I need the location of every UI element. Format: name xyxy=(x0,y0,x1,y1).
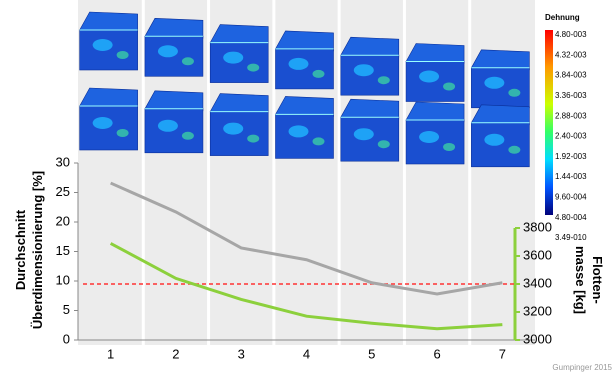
y2-tick-label: 3200 xyxy=(523,303,552,318)
legend-label: 2.40-003 xyxy=(555,132,587,141)
colorbar xyxy=(545,30,553,215)
house-spot xyxy=(378,76,390,84)
house-spot xyxy=(93,39,113,51)
house-body xyxy=(341,55,399,95)
house-roof xyxy=(145,18,203,38)
legend-label: 4.80-004 xyxy=(555,213,587,222)
y2-axis-title: Flotten-masse [kg] xyxy=(573,246,605,314)
legend-label: 2.88-003 xyxy=(555,111,587,120)
y-tick-label: 5 xyxy=(63,302,70,317)
y-tick-label: 0 xyxy=(63,331,70,346)
y2-tick-label: 3000 xyxy=(523,331,552,346)
x-tick-label: 7 xyxy=(499,346,506,361)
house-roof xyxy=(341,99,399,119)
house-spot xyxy=(508,146,520,154)
house-spot xyxy=(247,135,259,143)
house-body xyxy=(406,120,464,164)
house-body xyxy=(341,117,399,161)
house-spot xyxy=(378,140,390,148)
house-spot xyxy=(247,64,259,72)
house-spot xyxy=(182,132,194,140)
house-body xyxy=(406,62,464,102)
house-roof xyxy=(406,44,464,64)
house-spot xyxy=(443,143,455,151)
house-spot xyxy=(158,45,178,57)
legend-label: 3.36-003 xyxy=(555,91,587,100)
house-body xyxy=(471,68,529,108)
house-roof xyxy=(276,31,334,51)
y-tick-label: 30 xyxy=(56,154,70,169)
house-spot xyxy=(93,117,113,129)
house-spot xyxy=(419,71,439,83)
house-body xyxy=(210,112,268,156)
y-tick-label: 25 xyxy=(56,184,70,199)
house-body xyxy=(80,106,138,150)
x-tick-label: 5 xyxy=(368,346,375,361)
x-tick-label: 2 xyxy=(172,346,179,361)
y2-tick-label: 3600 xyxy=(523,247,552,262)
house-spot xyxy=(508,89,520,97)
house-roof xyxy=(80,12,138,32)
house-spot xyxy=(158,120,178,132)
house-spot xyxy=(223,52,243,64)
house-body xyxy=(276,114,334,158)
legend-label: 1.92-003 xyxy=(555,152,587,161)
house-spot xyxy=(289,58,309,70)
house-spot xyxy=(117,129,129,137)
credit: Gumpinger 2015 xyxy=(552,363,612,372)
house-spot xyxy=(313,137,325,145)
house-roof xyxy=(341,37,399,57)
legend-label: 3.49-010 xyxy=(555,233,587,242)
house-spot xyxy=(484,77,504,89)
y-tick-label: 10 xyxy=(56,272,70,287)
y-tick-label: 20 xyxy=(56,213,70,228)
house-spot xyxy=(354,64,374,76)
house-body xyxy=(145,109,203,153)
legend-label: 9.60-004 xyxy=(555,193,587,202)
x-tick-label: 4 xyxy=(303,346,310,361)
house-spot xyxy=(484,134,504,146)
house-spot xyxy=(313,70,325,78)
house-roof xyxy=(471,50,529,70)
house-spot xyxy=(117,51,129,59)
y2-axis-title-line: Flotten- xyxy=(590,256,605,304)
x-tick-label: 1 xyxy=(107,346,114,361)
x-tick-label: 3 xyxy=(238,346,245,361)
house-body xyxy=(145,36,203,76)
chart: Dehnung Gumpinger 2015 05101520253030003… xyxy=(0,0,615,376)
house-roof xyxy=(406,102,464,122)
y-axis-title-line: Überdimensionierung [%] xyxy=(30,171,45,329)
y2-tick-label: 3400 xyxy=(523,275,552,290)
y2-axis-title-line: masse [kg] xyxy=(573,246,588,314)
house-spot xyxy=(354,128,374,140)
y-tick-label: 15 xyxy=(56,243,70,258)
legend-title: Dehnung xyxy=(545,13,580,22)
legend-label: 4.32-003 xyxy=(555,50,587,59)
house-body xyxy=(80,30,138,70)
y2-tick-label: 3800 xyxy=(523,219,552,234)
legend-label: 3.84-003 xyxy=(555,71,587,80)
legend-label: 1.44-003 xyxy=(555,172,587,181)
house-roof xyxy=(210,25,268,45)
house-body xyxy=(210,43,268,83)
house-roof xyxy=(145,91,203,111)
legend-label: 4.80-003 xyxy=(555,30,587,39)
house-spot xyxy=(182,57,194,65)
house-spot xyxy=(419,131,439,143)
house-roof xyxy=(80,88,138,108)
house-roof xyxy=(276,96,334,116)
house-spot xyxy=(223,123,243,135)
y-axis-title-line: Durchschnitt xyxy=(13,209,28,290)
x-tick-label: 6 xyxy=(433,346,440,361)
house-body xyxy=(471,123,529,167)
house-spot xyxy=(289,125,309,137)
house-body xyxy=(276,49,334,89)
house-roof xyxy=(210,94,268,114)
house-roof xyxy=(471,105,529,125)
house-spot xyxy=(443,83,455,91)
